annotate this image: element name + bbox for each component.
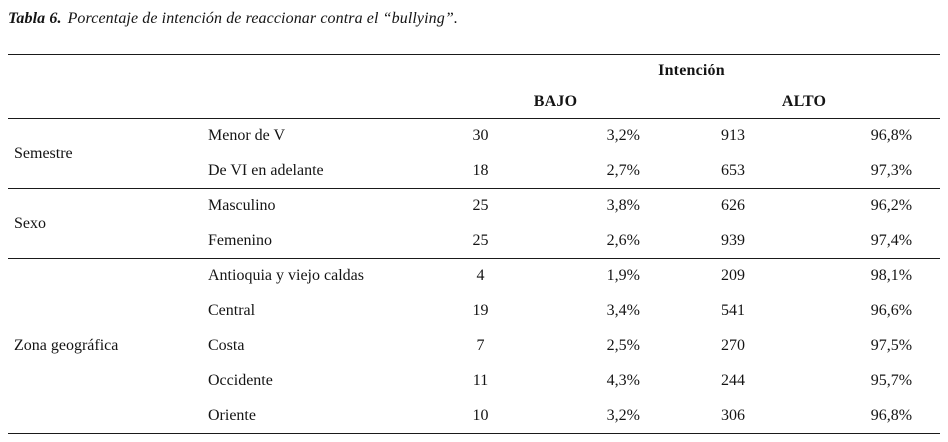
cell-alto-pct: 95,7% (870, 372, 913, 389)
cell-alto-n: 270 (721, 337, 745, 354)
table-caption: Tabla 6. Porcentaje de intención de reacc… (8, 10, 940, 28)
cell-alto-n: 626 (668, 188, 798, 224)
cell-bajo-pct: 3,8% (518, 188, 668, 224)
table-row: Zona geográfica Antioquia y viejo caldas… (8, 258, 941, 434)
column-header-bajo: BAJO (443, 86, 668, 119)
table-row: Costa 7 2,5% 270 97,5% (8, 329, 940, 364)
table-row: Central 19 3,4% 541 96,6% (8, 294, 940, 329)
column-header-alto: ALTO (668, 86, 941, 119)
cell-bajo-pct: 4,3% (606, 372, 640, 389)
table-row: De VI en adelante 18 2,7% 653 97,3% (8, 154, 940, 189)
cell-bajo-pct: 3,2% (606, 406, 640, 424)
cell-alto-n: 939 (721, 231, 745, 249)
cell-bajo-pct: 1,9% (518, 258, 668, 294)
group-semestre: Semestre Menor de V 30 3,2% 913 96,8% De… (8, 119, 940, 189)
cell-alto-n: 306 (721, 406, 745, 424)
cell-alto-pct: 97,5% (870, 337, 913, 354)
cell-alto-n: 209 (668, 258, 798, 294)
cell-alto-n: 541 (721, 302, 745, 319)
cell-bajo-n: 19 (472, 302, 489, 319)
cell-bajo-pct: 3,2% (606, 127, 640, 145)
table-row: Oriente 10 3,2% 306 96,8% (8, 399, 940, 434)
cell-alto-pct: 98,1% (798, 258, 941, 294)
cell-bajo-pct: 2,7% (606, 161, 640, 179)
table-caption-text: Porcentaje de intención de reaccionar co… (67, 10, 458, 27)
cell-alto-pct: 96,2% (798, 188, 941, 224)
row-group-label: Semestre (14, 144, 73, 162)
table-row: Semestre Menor de V 30 3,2% 913 96,8% (8, 119, 940, 161)
row-group-label: Sexo (8, 188, 198, 259)
cell-alto-pct: 96,8% (870, 406, 913, 424)
bullying-intention-table: Intención BAJO ALTO Semestre Menor de V … (8, 54, 941, 434)
cell-category: Menor de V (208, 127, 286, 145)
cell-alto-pct: 96,6% (870, 302, 913, 319)
table-row: Femenino 25 2,6% 939 97,4% (8, 224, 940, 259)
cell-category: Oriente (208, 406, 256, 424)
cell-alto-pct: 96,8% (870, 127, 913, 145)
cell-bajo-n: 30 (472, 127, 489, 145)
cell-bajo-n: 7 (476, 337, 485, 354)
header-spacer (8, 55, 443, 87)
cell-alto-n: 913 (721, 127, 745, 145)
column-header-intencion: Intención (658, 61, 725, 79)
header-row-bajo-alto: BAJO ALTO (8, 86, 941, 119)
cell-bajo-pct: 3,4% (606, 302, 640, 319)
table-row: Occidente 11 4,3% 244 95,7% (8, 364, 940, 399)
cell-bajo-n: 11 (472, 372, 489, 389)
header-spacer (8, 86, 443, 119)
header-row-intencion: Intención (8, 55, 940, 87)
cell-category: Masculino (198, 188, 443, 224)
cell-alto-pct: 97,4% (870, 231, 913, 249)
cell-category: Occidente (208, 372, 273, 389)
table-caption-label: Tabla 6. (8, 10, 62, 27)
cell-category: Costa (208, 337, 245, 354)
cell-bajo-n: 4 (443, 258, 518, 294)
table-row: Sexo Masculino 25 3,8% 626 96,2% (8, 188, 941, 259)
cell-category: Antioquia y viejo caldas (198, 258, 443, 294)
cell-category: Femenino (208, 231, 272, 249)
cell-alto-n: 653 (721, 161, 745, 179)
group-sexo: Sexo Masculino 25 3,8% 626 96,2% Femenin… (8, 188, 941, 259)
cell-alto-n: 244 (721, 372, 745, 389)
cell-category: Central (208, 302, 256, 319)
row-group-label: Zona geográfica (8, 258, 198, 434)
cell-category: De VI en adelante (208, 161, 324, 179)
cell-bajo-n: 10 (472, 406, 489, 424)
cell-bajo-pct: 2,6% (606, 231, 640, 249)
group-zona-geografica: Zona geográfica Antioquia y viejo caldas… (8, 258, 941, 434)
cell-bajo-n: 25 (443, 188, 518, 224)
cell-bajo-pct: 2,5% (606, 337, 640, 354)
cell-bajo-n: 18 (472, 161, 489, 179)
cell-alto-pct: 97,3% (870, 161, 913, 179)
cell-bajo-n: 25 (472, 231, 489, 249)
